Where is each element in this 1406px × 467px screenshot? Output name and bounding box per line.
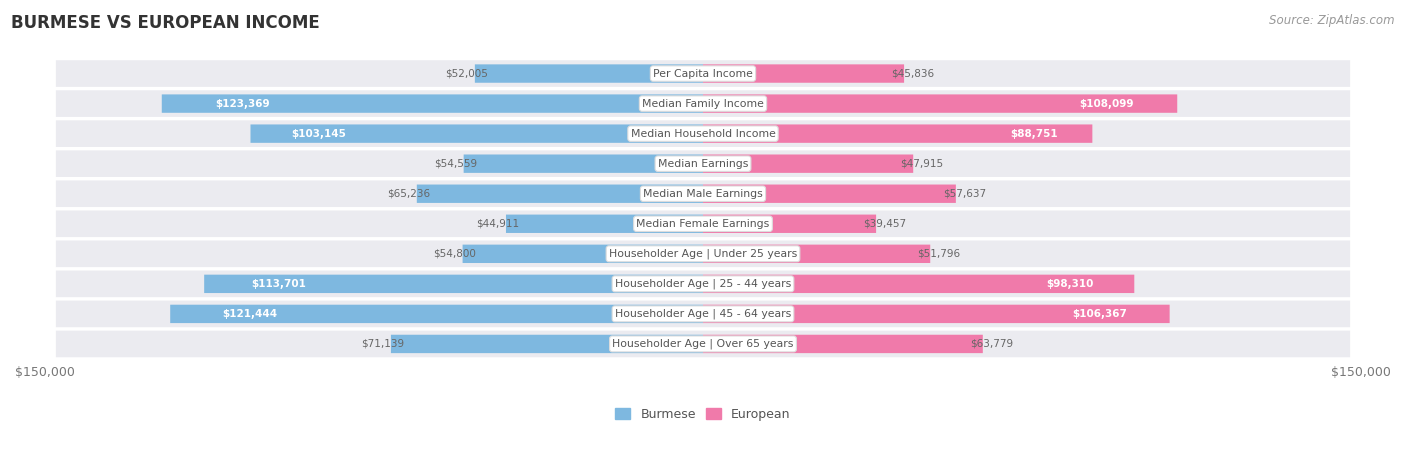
FancyBboxPatch shape [703,275,1135,293]
Text: Householder Age | Under 25 years: Householder Age | Under 25 years [609,248,797,259]
FancyBboxPatch shape [55,269,1351,298]
Text: $54,800: $54,800 [433,249,475,259]
Text: Householder Age | 45 - 64 years: Householder Age | 45 - 64 years [614,309,792,319]
FancyBboxPatch shape [55,299,1351,328]
Text: $121,444: $121,444 [222,309,278,319]
FancyBboxPatch shape [703,335,983,353]
FancyBboxPatch shape [703,184,956,203]
Text: $65,236: $65,236 [387,189,430,199]
Text: $57,637: $57,637 [942,189,986,199]
Text: Median Female Earnings: Median Female Earnings [637,219,769,229]
Text: $108,099: $108,099 [1078,99,1133,109]
FancyBboxPatch shape [55,89,1351,118]
Text: Median Male Earnings: Median Male Earnings [643,189,763,199]
Text: $47,915: $47,915 [900,159,943,169]
Text: Source: ZipAtlas.com: Source: ZipAtlas.com [1270,14,1395,27]
FancyBboxPatch shape [703,64,904,83]
FancyBboxPatch shape [703,124,1092,143]
FancyBboxPatch shape [55,330,1351,358]
FancyBboxPatch shape [391,335,703,353]
Text: $113,701: $113,701 [252,279,307,289]
FancyBboxPatch shape [55,209,1351,238]
FancyBboxPatch shape [55,59,1351,88]
Text: $63,779: $63,779 [970,339,1012,349]
Text: $71,139: $71,139 [361,339,404,349]
FancyBboxPatch shape [204,275,703,293]
Text: $39,457: $39,457 [863,219,905,229]
FancyBboxPatch shape [250,124,703,143]
Text: $45,836: $45,836 [891,69,934,78]
FancyBboxPatch shape [416,184,703,203]
FancyBboxPatch shape [55,179,1351,208]
FancyBboxPatch shape [55,240,1351,268]
Text: $54,559: $54,559 [433,159,477,169]
Text: Householder Age | Over 65 years: Householder Age | Over 65 years [612,339,794,349]
Text: Per Capita Income: Per Capita Income [652,69,754,78]
Text: $106,367: $106,367 [1073,309,1128,319]
Text: $88,751: $88,751 [1010,128,1057,139]
FancyBboxPatch shape [703,155,914,173]
Text: $98,310: $98,310 [1046,279,1094,289]
Text: Median Family Income: Median Family Income [643,99,763,109]
FancyBboxPatch shape [703,94,1177,113]
Text: BURMESE VS EUROPEAN INCOME: BURMESE VS EUROPEAN INCOME [11,14,321,32]
FancyBboxPatch shape [703,214,876,233]
Text: $103,145: $103,145 [291,128,346,139]
Text: Median Earnings: Median Earnings [658,159,748,169]
FancyBboxPatch shape [703,245,931,263]
Text: Householder Age | 25 - 44 years: Householder Age | 25 - 44 years [614,279,792,289]
Text: $44,911: $44,911 [477,219,519,229]
FancyBboxPatch shape [506,214,703,233]
Text: Median Household Income: Median Household Income [630,128,776,139]
FancyBboxPatch shape [55,149,1351,178]
FancyBboxPatch shape [162,94,703,113]
Legend: Burmese, European: Burmese, European [616,408,790,421]
FancyBboxPatch shape [55,119,1351,148]
FancyBboxPatch shape [463,245,703,263]
Text: $51,796: $51,796 [917,249,960,259]
FancyBboxPatch shape [170,304,703,323]
Text: $123,369: $123,369 [215,99,270,109]
FancyBboxPatch shape [475,64,703,83]
FancyBboxPatch shape [464,155,703,173]
Text: $52,005: $52,005 [446,69,488,78]
FancyBboxPatch shape [703,304,1170,323]
